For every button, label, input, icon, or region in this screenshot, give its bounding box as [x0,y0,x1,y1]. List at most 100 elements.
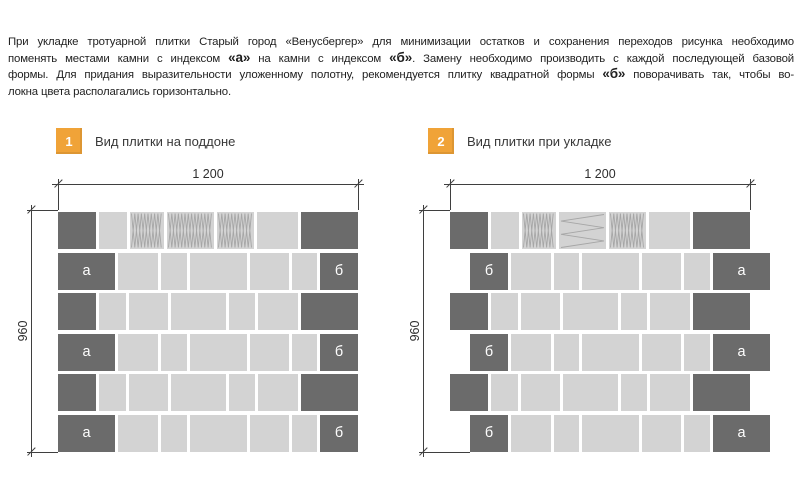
diagram-pallet-view: 1 200 960 а б а б а б [16,167,364,457]
tile-light [649,212,690,249]
diagram-laying-view: 1 200 960 б а б а б а [408,167,770,457]
tile-light [250,252,289,290]
tile-light [190,333,247,371]
tile-light [650,293,690,330]
tile-light [250,333,289,371]
tile-index-b: б [320,252,358,290]
intro-text: поменять местами камни с индексом [8,52,229,65]
tile-index-a: а [58,333,115,371]
tile-light [582,252,639,290]
intro-text: на камни с индексом [250,52,390,65]
tile-light [118,252,158,290]
tile-dark [58,212,96,249]
tile-light [642,252,681,290]
tile-light [650,374,690,411]
intro-text: локна цвета располагались горизонтально. [8,85,231,98]
tile-light [99,293,126,330]
width-dimension-line [52,183,364,185]
tile-light [171,293,226,330]
tile-light [229,293,255,330]
tile-light [258,374,298,411]
section-2-header: 2 Вид плитки при укладке [428,128,611,154]
tile-light [258,293,298,330]
tile-light [582,414,639,452]
tile-label: б [334,344,344,360]
tile-label: б [484,344,494,360]
tile-light [161,333,187,371]
intro-paragraph: При укладке тротуарной плитки Старый гор… [8,34,794,100]
intro-bold-index: «а» [228,49,251,65]
tile-dark [301,212,358,249]
tile-index-a: а [58,252,115,290]
tile-light [582,333,639,371]
tile-light [171,374,226,411]
tile-light [511,252,551,290]
tile-light [563,374,618,411]
fiber-pattern-horizontal-icon [560,214,605,248]
tile-fiber-vertical [217,212,254,249]
tile-light [554,333,579,371]
tile-dark [58,374,96,411]
tile-label: а [737,263,746,279]
tile-dark [58,293,96,330]
tile-dark [693,293,750,330]
fiber-pattern-vertical-icon [523,213,554,248]
tile-dark [450,293,488,330]
tile-light [99,212,127,249]
fiber-pattern-vertical-icon [131,213,162,248]
extension-line [27,209,58,211]
intro-line: формы. Для придания выразительности улож… [8,67,794,84]
intro-text: поворачивать так, чтобы во- [625,69,794,81]
tile-label: а [737,344,746,360]
tile-light [292,414,317,452]
extension-line [419,209,450,211]
tile-index-a: а [713,252,770,290]
tile-label: б [334,263,344,279]
tile-light [684,414,710,452]
width-dimension-label: 1 200 [192,167,224,181]
tile-light [642,333,681,371]
tile-light [292,252,317,290]
tile-light [521,293,560,330]
tile-index-b: б [320,333,358,371]
section-1-header: 1 Вид плитки на поддоне [56,128,235,154]
tile-light [257,212,298,249]
section-1-badge: 1 [56,128,82,154]
intro-text: формы. Для придания выразительности улож… [8,69,603,81]
tile-fiber-vertical [167,212,214,249]
intro-line: При укладке тротуарной плитки Старый гор… [8,34,794,51]
tile-light [129,293,168,330]
tile-fiber-vertical [522,212,556,249]
tile-fiber-horizontal [559,212,606,249]
tile-light [292,333,317,371]
tile-light [229,374,255,411]
tile-index-b: б [470,414,508,452]
tile-fiber-vertical [609,212,646,249]
tile-light [554,414,579,452]
tile-label: б [484,425,494,441]
intro-bold-index: «б» [389,49,413,65]
tile-dark [450,374,488,411]
tile-grid: а б а б а б [26,179,364,457]
section-2-title: Вид плитки при укладке [467,133,612,149]
extension-line [419,451,470,453]
tile-light [250,414,289,452]
tile-light [118,414,158,452]
extension-line [27,451,58,453]
tile-label: а [82,263,91,279]
tile-light [642,414,681,452]
tile-label: б [484,263,494,279]
fiber-pattern-vertical-icon [218,213,252,248]
tile-light [491,374,518,411]
tile-light [621,293,647,330]
tile-light [684,252,710,290]
tile-light [521,374,560,411]
intro-bold-index: «б» [602,66,626,81]
intro-line: поменять местами камни с индексом «а» на… [8,49,794,68]
tile-light [190,252,247,290]
tile-light [511,333,551,371]
tile-light [129,374,168,411]
height-dimension-label: 960 [408,320,422,342]
fiber-pattern-vertical-icon [610,213,644,248]
height-dimension-line [31,205,32,457]
